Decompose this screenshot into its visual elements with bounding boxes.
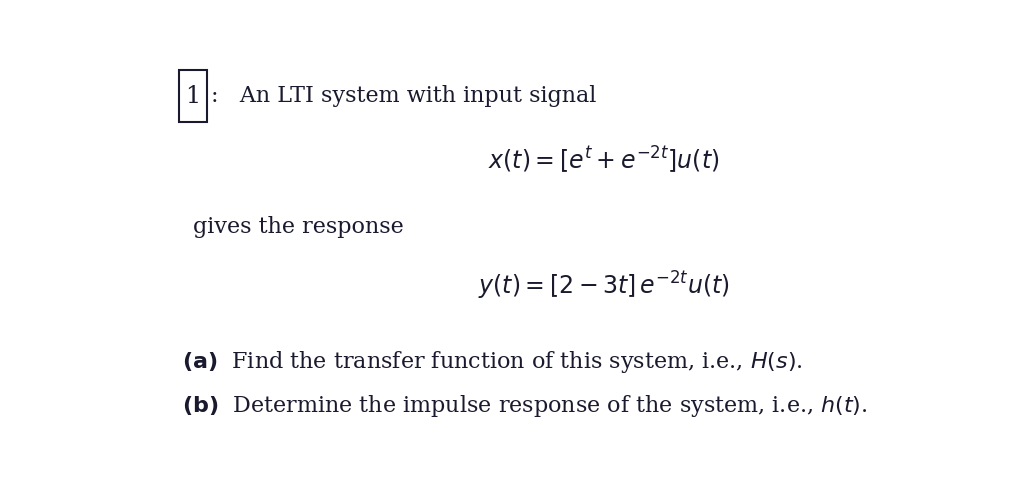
Text: 1: 1 bbox=[185, 85, 201, 108]
Text: $x(t) = \left[e^{t} + e^{-2t}\right] u(t)$: $x(t) = \left[e^{t} + e^{-2t}\right] u(t… bbox=[488, 145, 720, 176]
Text: $\mathbf{(a)}$  Find the transfer function of this system, i.e., $H(s)$.: $\mathbf{(a)}$ Find the transfer functio… bbox=[182, 349, 803, 375]
Text: gives the response: gives the response bbox=[194, 216, 403, 238]
Text: $\mathbf{(b)}$  Determine the impulse response of the system, i.e., $h(t)$.: $\mathbf{(b)}$ Determine the impulse res… bbox=[182, 393, 867, 419]
Text: $y(t) = [2 - 3t]\, e^{-2t} u(t)$: $y(t) = [2 - 3t]\, e^{-2t} u(t)$ bbox=[478, 270, 730, 302]
Text: :   An LTI system with input signal: : An LTI system with input signal bbox=[211, 85, 596, 107]
